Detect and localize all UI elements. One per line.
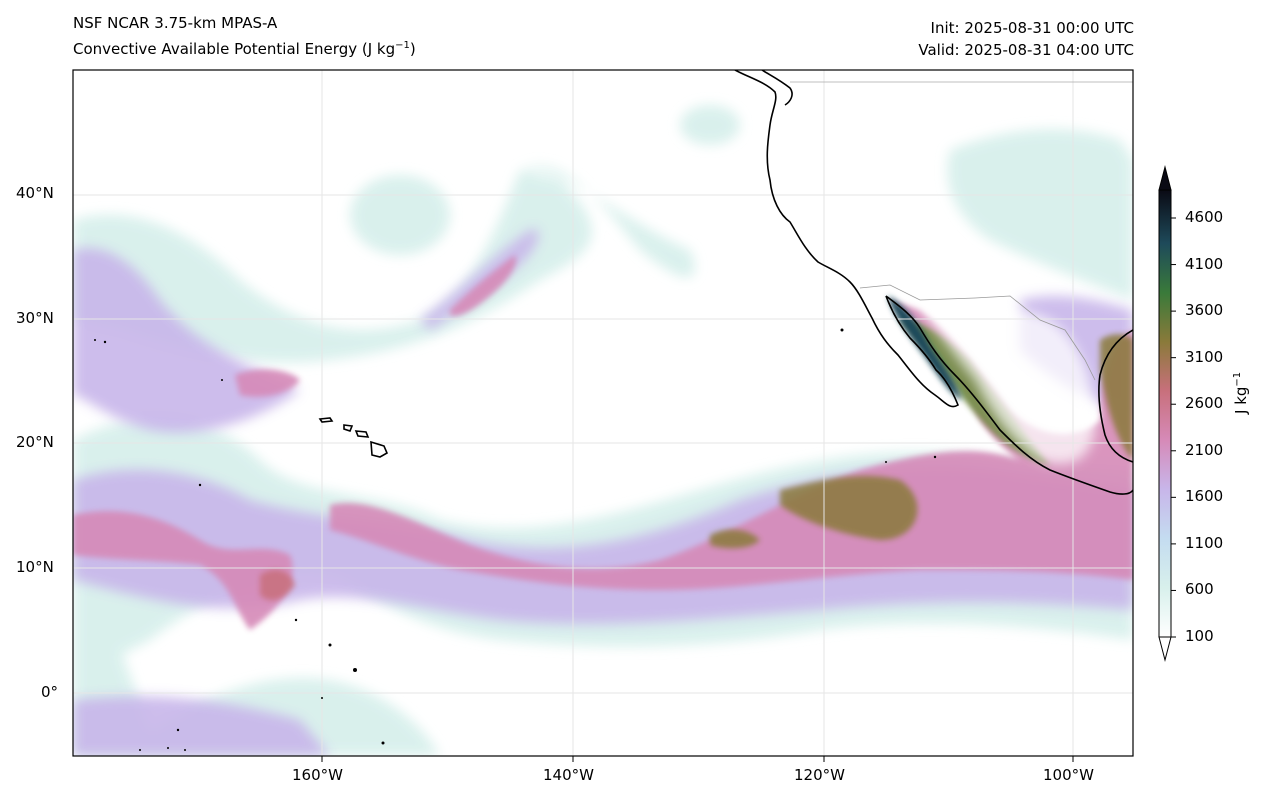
colorbar-max-arrow xyxy=(1158,165,1172,191)
init-time: Init: 2025-08-31 00:00 UTC xyxy=(930,19,1134,37)
lat-label-20n: 20°N xyxy=(16,433,54,451)
us-mexico-border xyxy=(859,284,1096,381)
field-title-close: ) xyxy=(409,40,416,58)
colorbar-min-arrow xyxy=(1158,636,1172,662)
hawaii-islands xyxy=(318,417,389,458)
colorbar-tick-label: 1600 xyxy=(1185,487,1224,506)
tick-marks xyxy=(321,756,1074,762)
map-frame xyxy=(72,69,1134,757)
field-title-main: Convective Available Potential Energy (J… xyxy=(73,40,396,58)
lat-label-40n: 40°N xyxy=(16,184,54,202)
colorbar-tick-label: 1100 xyxy=(1185,533,1224,552)
colorbar-tick-label: 4100 xyxy=(1185,254,1224,273)
colorbar-tick-label: 2100 xyxy=(1185,440,1224,459)
lat-label-10n: 10°N xyxy=(16,558,54,576)
colorbar-tick-label: 3600 xyxy=(1185,301,1224,320)
colorbar-label: J kg−1 xyxy=(1232,371,1252,414)
lon-label-100w: 100°W xyxy=(1043,766,1094,784)
colorbar-tick-label: 100 xyxy=(1185,627,1214,645)
model-title: NSF NCAR 3.75-km MPAS-A xyxy=(73,14,278,32)
lat-label-30n: 30°N xyxy=(16,309,54,327)
valid-time: Valid: 2025-08-31 04:00 UTC xyxy=(918,41,1134,59)
colorbar-gradient xyxy=(1158,189,1172,638)
colorbar-label-exponent: −1 xyxy=(1232,371,1243,387)
colorbar-tick-label: 4600 xyxy=(1185,208,1224,226)
field-title-exponent: −1 xyxy=(395,40,410,51)
colorbar-label-text: J kg xyxy=(1232,386,1250,414)
colorbar-tick-label: 2600 xyxy=(1185,394,1224,413)
lon-label-120w: 120°W xyxy=(794,766,845,784)
colorbar-tick-label: 3100 xyxy=(1185,347,1224,366)
small-islands xyxy=(94,328,937,751)
colorbar-tick-label: 600 xyxy=(1185,580,1214,599)
lon-label-140w: 140°W xyxy=(543,766,594,784)
colorbar-ticks xyxy=(1171,217,1176,638)
coastlines xyxy=(734,70,1133,495)
lat-label-0: 0° xyxy=(41,683,59,701)
gridlines xyxy=(73,70,1133,756)
lon-label-160w: 160°W xyxy=(292,766,343,784)
field-title: Convective Available Potential Energy (J… xyxy=(73,40,416,58)
